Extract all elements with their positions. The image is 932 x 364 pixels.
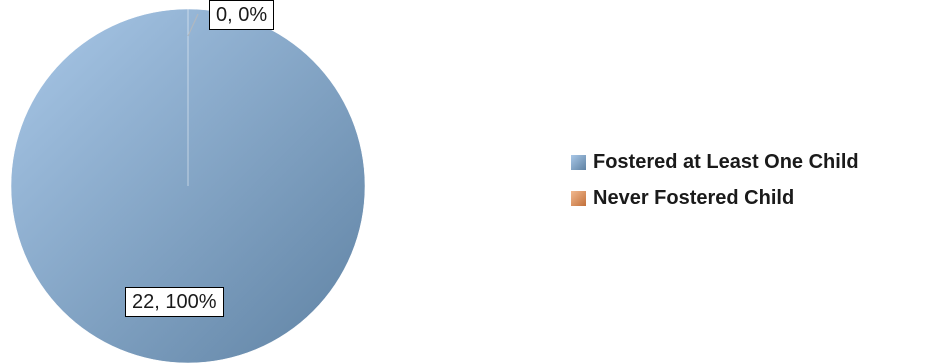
data-label-never-fostered: 0, 0%	[209, 0, 275, 30]
legend-item-fostered: Fostered at Least One Child	[571, 148, 859, 176]
legend-label-never-fostered: Never Fostered Child	[593, 186, 795, 209]
legend: Fostered at Least One Child Never Foster…	[571, 148, 859, 220]
legend-item-never-fostered: Never Fostered Child	[571, 184, 859, 212]
legend-swatch-never-fostered	[571, 190, 586, 206]
legend-swatch-fostered	[571, 154, 586, 170]
legend-label-fostered: Fostered at Least One Child	[593, 150, 859, 173]
leader-line	[187, 13, 199, 37]
data-label-fostered: 22, 100%	[125, 287, 224, 317]
